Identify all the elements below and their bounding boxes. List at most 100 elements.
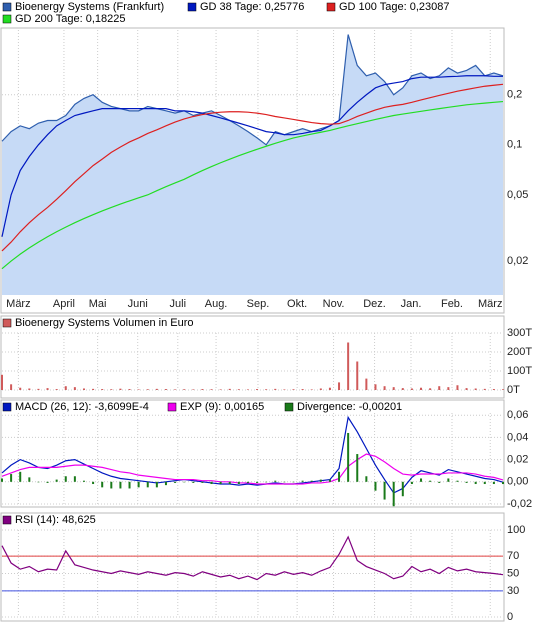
bar bbox=[338, 471, 341, 482]
bar bbox=[447, 478, 450, 482]
bar bbox=[110, 389, 113, 390]
bar bbox=[10, 474, 13, 482]
bar bbox=[137, 389, 140, 390]
bar bbox=[210, 389, 213, 390]
bar bbox=[174, 389, 177, 390]
bar bbox=[183, 389, 186, 390]
bar bbox=[192, 389, 195, 390]
bar bbox=[483, 388, 486, 390]
legend-swatch bbox=[2, 14, 12, 24]
bar bbox=[28, 388, 31, 390]
bar bbox=[110, 481, 113, 489]
legend-swatch bbox=[326, 2, 336, 12]
y-tick-label: 200T bbox=[507, 346, 532, 358]
x-tick-label: Nov. bbox=[323, 298, 345, 310]
legend-label: GD 200 Tage: 0,18225 bbox=[15, 13, 126, 25]
x-tick-label: Okt. bbox=[287, 298, 307, 310]
bar bbox=[356, 454, 359, 482]
bar bbox=[274, 480, 277, 482]
bar bbox=[210, 481, 213, 485]
y-tick-label: 100T bbox=[507, 365, 532, 377]
bar bbox=[246, 389, 249, 390]
y-tick-label: 0,02 bbox=[507, 255, 528, 267]
bar bbox=[410, 481, 413, 485]
bar bbox=[28, 477, 31, 482]
bar bbox=[146, 389, 149, 390]
bar bbox=[401, 388, 404, 390]
bar bbox=[1, 374, 3, 390]
x-tick-label: März bbox=[478, 298, 502, 310]
bar bbox=[64, 476, 67, 482]
x-tick-label: April bbox=[53, 298, 75, 310]
legend-swatch bbox=[187, 2, 197, 12]
bar bbox=[502, 389, 504, 390]
price-area bbox=[2, 34, 503, 296]
bar bbox=[82, 480, 85, 482]
bar bbox=[37, 388, 40, 390]
panel: 0,2 0,1 0,05 0,02 März April Mai Juni Juli Aug. Se… bbox=[0, 1, 528, 314]
bar bbox=[319, 388, 322, 390]
x-tick-label: März bbox=[6, 298, 30, 310]
bar bbox=[420, 478, 423, 482]
x-tick-label: Jan. bbox=[401, 298, 422, 310]
line bbox=[1, 75, 503, 237]
legend-swatch bbox=[2, 318, 12, 328]
bar bbox=[246, 481, 249, 483]
x-tick-label: Juli bbox=[170, 298, 187, 310]
bar bbox=[383, 481, 386, 500]
panel-frame bbox=[0, 399, 505, 508]
bar bbox=[237, 481, 240, 485]
panel-frame bbox=[0, 512, 505, 622]
bar bbox=[474, 388, 477, 390]
legend-swatch bbox=[2, 515, 12, 525]
bar bbox=[438, 386, 441, 390]
bar bbox=[301, 389, 304, 390]
legend-label: Bioenergy Systems Volumen in Euro bbox=[15, 317, 194, 329]
panel-frame bbox=[0, 315, 505, 399]
bar bbox=[328, 479, 331, 482]
y-tick-label: 50 bbox=[507, 567, 519, 579]
legend-label: MACD (26, 12): -3,6099E-4 bbox=[15, 401, 149, 413]
x-tick-label: Juni bbox=[128, 298, 148, 310]
legend-label: EXP (9): 0,00165 bbox=[180, 401, 264, 413]
bar bbox=[19, 387, 22, 390]
bar bbox=[128, 481, 131, 489]
y-tick-label: 0,04 bbox=[507, 431, 528, 443]
bar bbox=[256, 389, 259, 390]
bar bbox=[356, 361, 359, 390]
bar bbox=[219, 389, 222, 390]
bar bbox=[465, 388, 468, 390]
x-tick-label: Dez. bbox=[363, 298, 386, 310]
bar bbox=[365, 476, 368, 482]
panel-frame bbox=[0, 27, 505, 314]
bar bbox=[92, 388, 95, 390]
bar bbox=[19, 471, 22, 482]
bar bbox=[137, 481, 140, 488]
y-tick-label: 0 bbox=[507, 611, 513, 623]
bar bbox=[456, 385, 459, 390]
bar bbox=[447, 387, 450, 390]
bar bbox=[201, 481, 204, 483]
bar bbox=[465, 481, 468, 483]
legend-label: RSI (14): 48,625 bbox=[15, 514, 96, 526]
bar bbox=[219, 481, 222, 485]
line bbox=[1, 535, 504, 581]
bar bbox=[347, 432, 350, 482]
bar bbox=[164, 481, 167, 486]
bar bbox=[438, 481, 441, 483]
bar bbox=[429, 388, 432, 390]
bar bbox=[55, 479, 58, 482]
bar bbox=[73, 476, 76, 482]
bar bbox=[228, 481, 231, 485]
bar bbox=[101, 481, 104, 488]
bar bbox=[46, 388, 49, 390]
bar bbox=[492, 481, 495, 485]
bar bbox=[319, 479, 322, 482]
bar bbox=[283, 481, 286, 483]
y-tick-label: 0,2 bbox=[507, 89, 522, 101]
y-tick-label: 70 bbox=[507, 550, 519, 562]
y-tick-label: 0,00 bbox=[507, 476, 528, 488]
y-tick-label: 0,1 bbox=[507, 139, 522, 151]
bar bbox=[502, 481, 504, 485]
